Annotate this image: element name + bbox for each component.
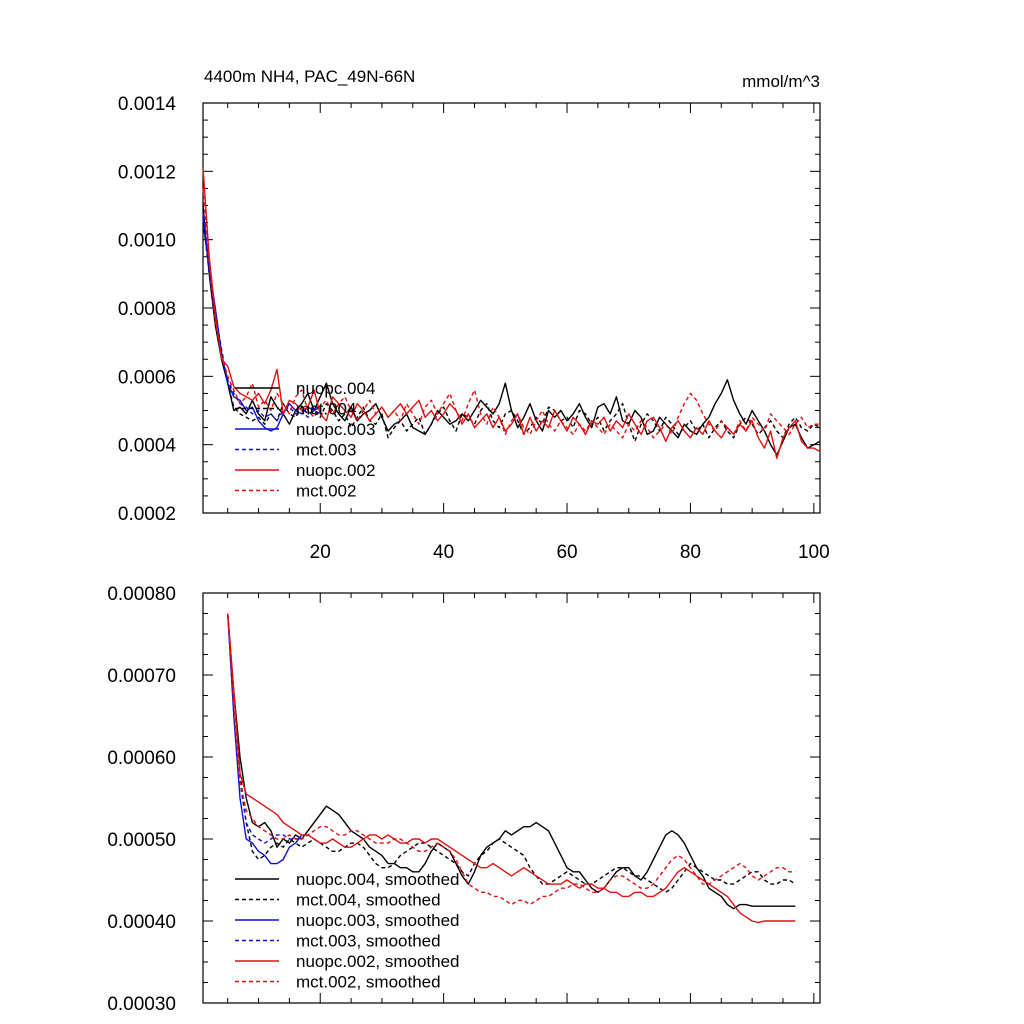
top-legend-label: nuopc.004 bbox=[296, 379, 375, 398]
top-ytick-label: 0.0012 bbox=[118, 162, 176, 183]
bottom-chart-series bbox=[227, 613, 796, 924]
top-ytick-label: 0.0014 bbox=[118, 94, 177, 115]
bottom-ytick-label: 0.00030 bbox=[107, 994, 176, 1015]
top-legend-label: mct.003 bbox=[296, 441, 356, 460]
bottom-ytick-label: 0.00040 bbox=[107, 912, 176, 933]
bottom-legend-label: nuopc.003, smoothed bbox=[296, 911, 460, 930]
top-chart-units: mmol/m^3 bbox=[742, 72, 820, 91]
top-ytick-label: 0.0010 bbox=[118, 231, 176, 252]
bottom-ytick-label: 0.00060 bbox=[107, 748, 176, 769]
top-chart-ticks: 0.0002 0.0004 0.0006 0.0008 0.0010 0.0012 0.00… bbox=[118, 94, 830, 563]
bottom-ytick-label: 0.00050 bbox=[107, 830, 176, 851]
top-ytick-label: 0.0004 bbox=[118, 436, 177, 457]
bottom-legend-label: nuopc.002, smoothed bbox=[296, 952, 460, 971]
top-legend-label: mct.002 bbox=[296, 482, 356, 501]
bottom-series-nuopc-002-smoothed bbox=[227, 613, 796, 924]
top-xtick-label: 80 bbox=[680, 542, 701, 563]
bottom-legend-label: nuopc.004, smoothed bbox=[296, 870, 460, 889]
top-xtick-label: 100 bbox=[798, 542, 830, 563]
bottom-chart-panel: 0.00030 0.00040 0.00050 0.00060 0.00070 0.000… bbox=[107, 584, 821, 1015]
top-chart-panel: 4400m NH4, PAC_49N-66N mmol/m^3 0.00020.… bbox=[118, 67, 830, 563]
bottom-series-nuopc-003-smoothed bbox=[227, 613, 303, 865]
bottom-series-mct-003-smoothed bbox=[227, 613, 302, 844]
top-legend-label: nuopc.003 bbox=[296, 420, 375, 439]
top-legend-label: nuopc.002 bbox=[296, 461, 375, 480]
bottom-series-mct-002-smoothed bbox=[227, 613, 796, 906]
top-legend-label: mct.004 bbox=[296, 400, 356, 419]
top-chart-series bbox=[202, 167, 821, 459]
top-chart-title: 4400m NH4, PAC_49N-66N bbox=[204, 67, 415, 86]
bottom-legend-label: mct.002, smoothed bbox=[296, 973, 441, 992]
top-ytick-label: 0.0002 bbox=[118, 504, 176, 525]
bottom-series-mct-004-smoothed bbox=[227, 613, 796, 893]
top-ytick-label: 0.0006 bbox=[118, 367, 176, 388]
bottom-ytick-label: 0.00080 bbox=[107, 584, 176, 605]
bottom-ytick-label: 0.00070 bbox=[107, 666, 176, 687]
top-xtick-label: 60 bbox=[556, 542, 577, 563]
top-series-mct-002 bbox=[202, 188, 820, 439]
top-series-mct-004 bbox=[202, 222, 821, 442]
top-xtick-label: 40 bbox=[433, 542, 454, 563]
top-ytick-label: 0.0008 bbox=[118, 299, 176, 320]
bottom-legend-label: mct.004, smoothed bbox=[296, 891, 441, 910]
bottom-chart-ticks: 0.00030 0.00040 0.00050 0.00060 0.00070 0.000… bbox=[107, 584, 820, 1015]
top-series-nuopc-002 bbox=[202, 167, 821, 459]
bottom-series-nuopc-004-smoothed bbox=[227, 613, 796, 910]
bottom-legend-label: mct.003, smoothed bbox=[296, 932, 441, 951]
top-xtick-label: 20 bbox=[310, 542, 331, 563]
